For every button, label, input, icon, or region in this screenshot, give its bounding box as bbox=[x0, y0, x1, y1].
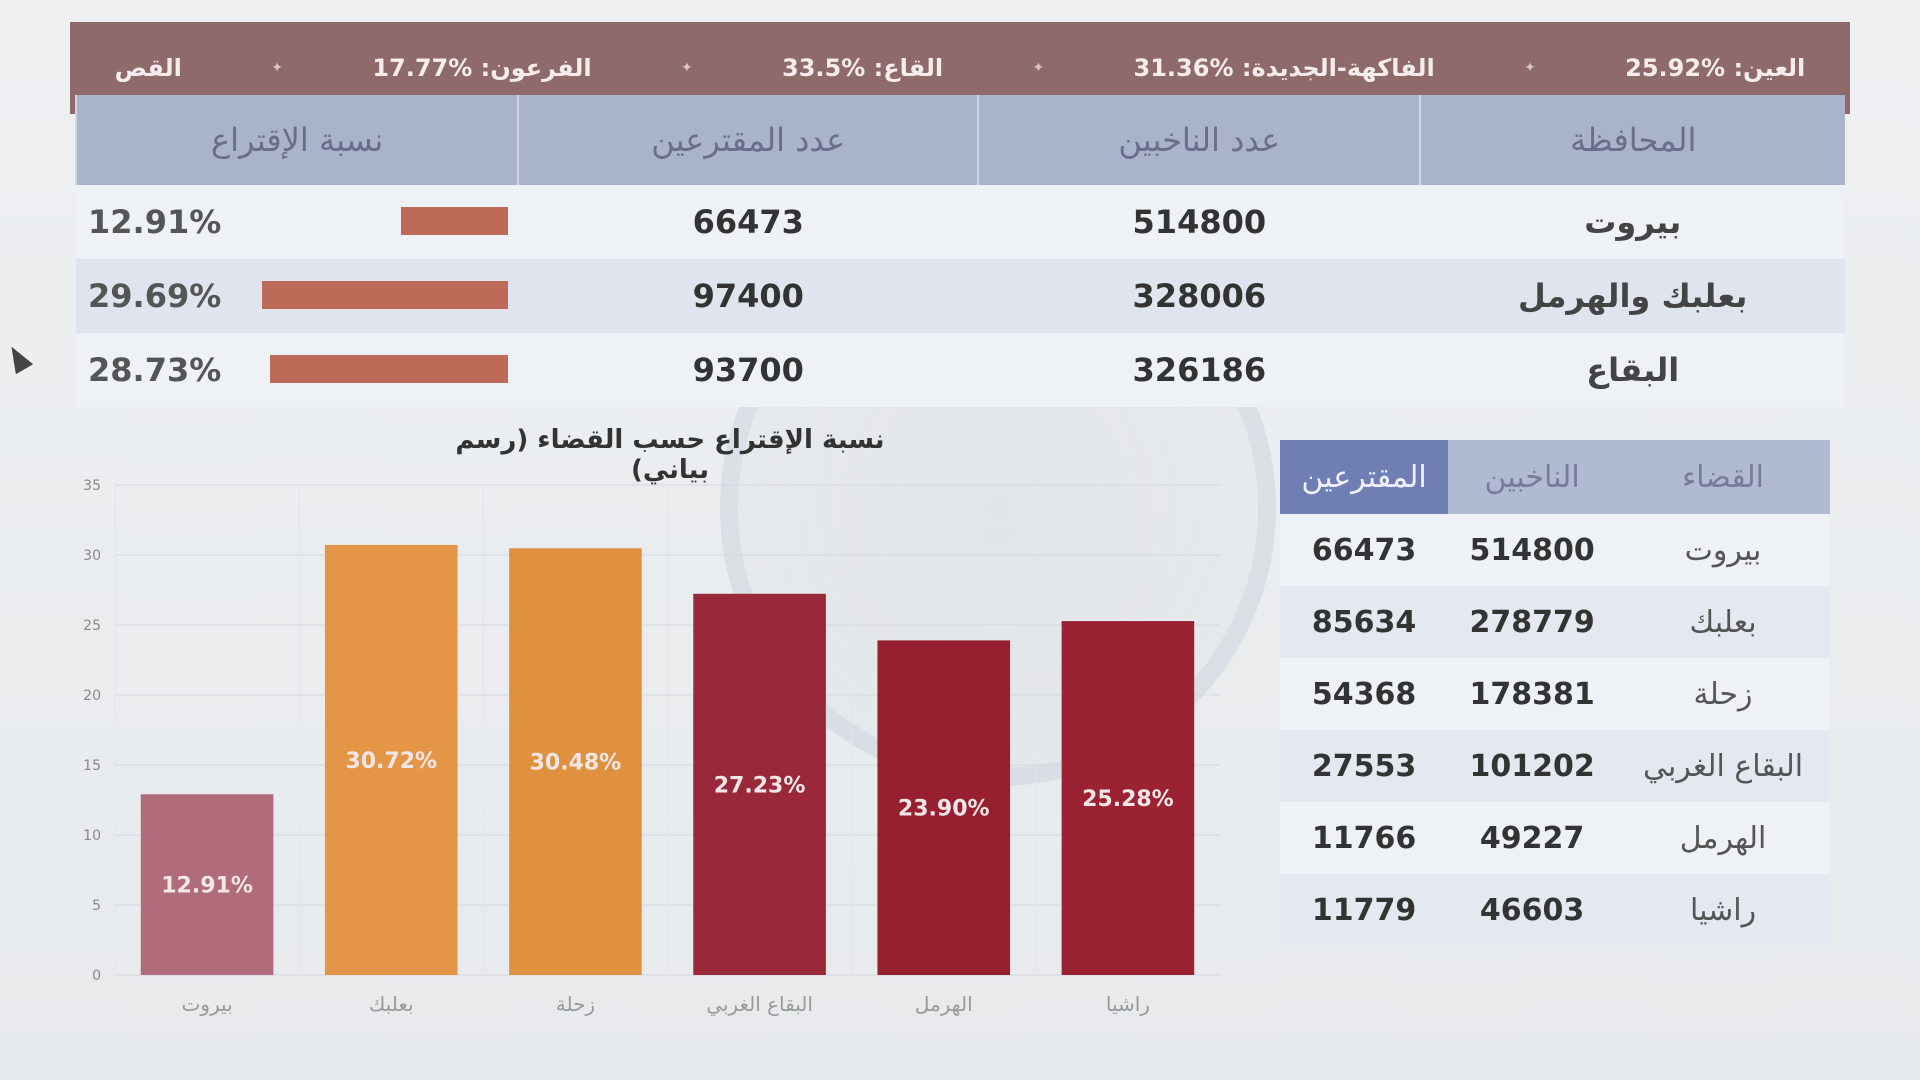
y-tick-label: 5 bbox=[92, 898, 101, 914]
voters-count: 49227 bbox=[1448, 802, 1617, 874]
table-row: راشيا 46603 11779 bbox=[1280, 874, 1830, 946]
column-header: نسبة الإقتراع bbox=[74, 95, 519, 185]
column-header: عدد المقترعين bbox=[517, 95, 979, 185]
separator-icon: ✦ bbox=[1032, 60, 1045, 76]
y-tick-label: 20 bbox=[83, 688, 101, 704]
bar-value-label: 12.91% bbox=[161, 874, 253, 899]
bar bbox=[693, 593, 826, 975]
district-name: بعلبك bbox=[1616, 586, 1830, 658]
table-row: بيروت 514800 66473 12.91% bbox=[76, 185, 1845, 259]
turnout-bar bbox=[270, 355, 509, 383]
turnout-bar-track bbox=[218, 207, 509, 235]
turnout-bar-track bbox=[218, 281, 509, 309]
votes-count: 11766 bbox=[1280, 802, 1449, 874]
district-name: البقاع الغربي bbox=[1616, 730, 1830, 802]
district-name: الهرمل bbox=[1616, 802, 1830, 874]
turnout-bar bbox=[401, 207, 509, 235]
bar bbox=[1061, 621, 1195, 975]
table-row: بيروت 514800 66473 bbox=[1280, 514, 1830, 586]
x-tick-label: زحلة bbox=[556, 992, 595, 1016]
separator-icon: ✦ bbox=[680, 60, 693, 76]
bar bbox=[324, 544, 458, 975]
ticker-item: القص bbox=[114, 54, 182, 82]
table-row: البقاع الغربي 101202 27553 bbox=[1280, 730, 1830, 802]
table-header-row: القضاء الناخبين المقترعين bbox=[1280, 440, 1830, 514]
ticker-item: القاع: %33.5 bbox=[782, 54, 944, 82]
x-tick-label: البقاع الغربي bbox=[706, 992, 813, 1017]
turnout-percent: 29.69% bbox=[88, 277, 222, 315]
table-row: الهرمل 49227 11766 bbox=[1280, 802, 1830, 874]
turnout-bar bbox=[262, 281, 509, 309]
column-header: عدد الناخبين bbox=[977, 95, 1421, 185]
votes-count: 27553 bbox=[1280, 730, 1449, 802]
bar-value-label: 25.28% bbox=[1082, 787, 1174, 812]
table-row: بعلبك 278779 85634 bbox=[1280, 586, 1830, 658]
ticker-item: الفرعون: %17.77 bbox=[372, 54, 592, 82]
district-name: زحلة bbox=[1616, 658, 1830, 730]
y-tick-label: 25 bbox=[83, 618, 101, 634]
table-header-row: المحافظة عدد الناخبين عدد المقترعين نسبة… bbox=[74, 95, 1845, 185]
separator-icon: ✦ bbox=[1524, 60, 1536, 76]
voters-count: 328006 bbox=[978, 259, 1421, 333]
voters-count: 178381 bbox=[1448, 658, 1617, 730]
table-row: زحلة 178381 54368 bbox=[1280, 658, 1830, 730]
turnout-percent: 12.91% bbox=[88, 203, 222, 241]
governorate-name: البقاع bbox=[1420, 333, 1845, 407]
column-header: المقترعين bbox=[1280, 440, 1449, 514]
mouse-cursor-icon bbox=[2, 341, 34, 375]
bar bbox=[140, 794, 274, 975]
turnout-cell: 12.91% bbox=[76, 185, 519, 259]
votes-count: 11779 bbox=[1280, 874, 1449, 946]
turnout-cell: 28.73% bbox=[76, 333, 519, 407]
votes-count: 66473 bbox=[518, 185, 979, 259]
bar-value-label: 30.48% bbox=[530, 751, 622, 776]
votes-count: 97400 bbox=[518, 259, 979, 333]
ticker-item: الفاكهة-الجديدة: %31.36 bbox=[1133, 54, 1435, 82]
x-tick-label: بيروت bbox=[182, 992, 233, 1016]
turnout-cell: 29.69% bbox=[76, 259, 519, 333]
y-tick-label: 30 bbox=[83, 548, 101, 564]
votes-count: 54368 bbox=[1280, 658, 1449, 730]
table-row: البقاع 326186 93700 28.73% bbox=[76, 333, 1845, 407]
governorate-name: بعلبك والهرمل bbox=[1420, 259, 1845, 333]
y-tick-label: 15 bbox=[83, 758, 101, 774]
governorate-table: المحافظة عدد الناخبين عدد المقترعين نسبة… bbox=[74, 95, 1845, 407]
bar bbox=[877, 640, 1011, 975]
turnout-bar-chart: 0 5 10 15 20 25 30 35 12.91% بيروت 30.72% بعلبك 30.4… bbox=[83, 478, 1220, 1017]
district-table: القضاء الناخبين المقترعين بيروت 514800 6… bbox=[1280, 440, 1830, 946]
district-name: بيروت bbox=[1616, 514, 1830, 586]
bar-value-label: 30.72% bbox=[345, 749, 437, 774]
y-tick-label: 35 bbox=[83, 478, 101, 494]
votes-count: 93700 bbox=[518, 333, 979, 407]
table-row: بعلبك والهرمل 328006 97400 29.69% bbox=[76, 259, 1845, 333]
voters-count: 46603 bbox=[1448, 874, 1617, 946]
ticker-item: العين: %25.92 bbox=[1625, 54, 1806, 82]
governorate-name: بيروت bbox=[1420, 185, 1845, 259]
turnout-percent: 28.73% bbox=[88, 351, 222, 389]
votes-count: 66473 bbox=[1280, 514, 1449, 586]
votes-count: 85634 bbox=[1280, 586, 1449, 658]
column-header: الناخبين bbox=[1448, 440, 1617, 514]
x-tick-label: بعلبك bbox=[369, 992, 414, 1016]
voters-count: 326186 bbox=[978, 333, 1421, 407]
column-header: القضاء bbox=[1616, 440, 1830, 514]
y-tick-label: 0 bbox=[92, 968, 101, 984]
voters-count: 278779 bbox=[1448, 586, 1617, 658]
bar-value-label: 23.90% bbox=[898, 797, 990, 822]
bar-value-label: 27.23% bbox=[714, 773, 806, 798]
voters-count: 514800 bbox=[978, 185, 1421, 259]
bar bbox=[509, 548, 642, 975]
column-header: المحافظة bbox=[1419, 95, 1845, 185]
chart-title: نسبة الإقتراع حسب القضاء (رسم بياني) bbox=[455, 425, 885, 485]
district-name: راشيا bbox=[1616, 874, 1830, 946]
separator-icon: ✦ bbox=[271, 60, 283, 76]
turnout-bar-track bbox=[218, 355, 509, 383]
x-tick-label: راشيا bbox=[1106, 992, 1150, 1016]
voters-count: 101202 bbox=[1448, 730, 1617, 802]
y-tick-label: 10 bbox=[83, 828, 101, 844]
x-tick-label: الهرمل bbox=[915, 992, 973, 1016]
voters-count: 514800 bbox=[1448, 514, 1617, 586]
